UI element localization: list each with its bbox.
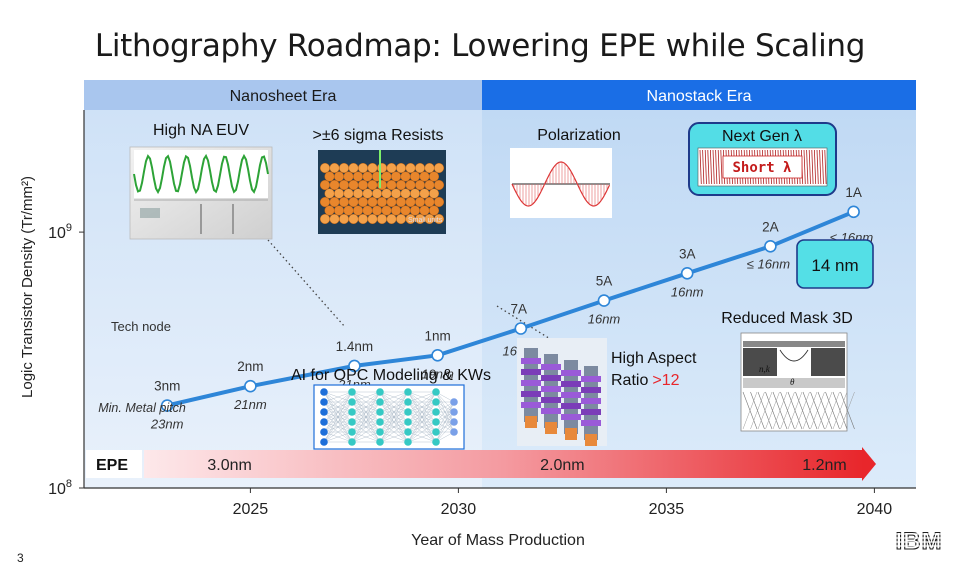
data-point xyxy=(244,379,257,393)
callout-ratio: Ratio >12 xyxy=(611,372,680,389)
data-point xyxy=(348,359,361,373)
epe-value: 2.0nm xyxy=(540,457,584,474)
leader-line-euv xyxy=(267,239,346,328)
mask-nk-label: n,k xyxy=(759,364,771,374)
callout-sigma-resists: >±6 sigma Resists xyxy=(312,127,443,144)
stacked-device-image xyxy=(517,338,607,446)
callout-polarization: Polarization xyxy=(537,127,621,144)
epe-values: 3.0nm 2.0nm 1.2nm xyxy=(207,457,846,474)
callout-high-aspect: High Aspect xyxy=(611,350,697,367)
neural-network-image xyxy=(313,384,465,450)
epe-value: 1.2nm xyxy=(802,457,846,474)
data-point xyxy=(160,399,174,412)
data-point xyxy=(764,240,777,253)
page-number: 3 xyxy=(17,551,24,565)
data-point xyxy=(847,205,860,219)
node-label: 1.4nm xyxy=(336,339,374,354)
leader-line-aspect xyxy=(496,305,569,351)
x-tick-label-2025: 2025 xyxy=(233,501,269,518)
y-tick-group: 108 109 xyxy=(48,222,84,498)
epe-value: 3.0nm xyxy=(207,457,251,474)
node-label: 5A xyxy=(596,274,613,289)
data-point xyxy=(597,294,611,307)
badge-14nm-text: 14 nm xyxy=(811,256,858,275)
epe-arrow-head xyxy=(862,447,876,481)
badge-14nm xyxy=(796,239,874,289)
pitch-label: ≤ 16nm xyxy=(747,256,790,271)
node-label: 3nm xyxy=(154,379,180,394)
era-banner-nanostack xyxy=(482,80,916,110)
mask-3d-image: n,k θ xyxy=(740,332,855,432)
next-gen-lambda-box: Next Gen λ Short λ xyxy=(688,122,837,196)
ibm-logo: IBM xyxy=(886,528,952,554)
node-label: 3A xyxy=(679,246,696,261)
density-series: 3nm23nm2nm21nm1.4nm21nm1nm19nm7A16nm5A16… xyxy=(150,185,873,432)
ratio-value: >12 xyxy=(652,372,679,389)
node-label: 1A xyxy=(845,185,862,200)
node-label: 2nm xyxy=(237,359,263,374)
y-axis-label: Logic Transistor Density (Tr/mm²) xyxy=(19,176,36,398)
pitch-label: 16nm xyxy=(671,284,704,299)
x-tick-label-2030: 2030 xyxy=(441,501,477,518)
slide-title: Lithography Roadmap: Lowering EPE while … xyxy=(94,28,866,64)
node-label: 1nm xyxy=(424,328,450,343)
node-label: 2A xyxy=(762,219,779,234)
x-tick-label-2035: 2035 xyxy=(649,501,685,518)
callout-high-na-euv: High NA EUV xyxy=(153,122,249,139)
callout-reduced-mask-3d: Reduced Mask 3D xyxy=(721,310,853,327)
callout-next-gen-lambda: Next Gen λ xyxy=(722,128,802,145)
x-axis-label: Year of Mass Production xyxy=(411,532,585,549)
svg-text:IBM: IBM xyxy=(896,528,943,554)
data-point xyxy=(431,349,444,362)
short-lambda-label: Short λ xyxy=(732,160,791,176)
resist-molecules-image: Small units xyxy=(318,150,446,234)
data-point xyxy=(514,322,528,335)
y-tick-label-8: 108 xyxy=(48,478,72,498)
epe-label-bg xyxy=(86,450,142,478)
epe-bar xyxy=(144,450,864,478)
ratio-word: Ratio xyxy=(611,372,648,389)
pitch-label: 19nm xyxy=(421,366,454,381)
pitch-label: 23nm xyxy=(150,417,184,432)
euv-tool-image xyxy=(129,146,273,240)
tech-node-caption: Tech node xyxy=(111,319,171,334)
resist-image-caption: Small units xyxy=(408,217,443,224)
mask-theta-label: θ xyxy=(790,377,795,387)
era-label-nanostack: Nanostack Era xyxy=(647,88,752,105)
polarization-wave-image xyxy=(510,148,612,218)
data-point xyxy=(680,267,694,280)
node-label: 7A xyxy=(511,302,528,317)
callout-ai-opc: AI for OPC Modeling & KWs xyxy=(291,367,491,384)
pitch-label: 16nm xyxy=(588,312,621,327)
metal-pitch-caption: Min. Metal pitch xyxy=(98,401,186,415)
y-tick-label-9: 109 xyxy=(48,222,72,242)
x-tick-group: 2025 2030 2035 2040 xyxy=(233,488,893,518)
x-tick-label-2040: 2040 xyxy=(857,501,893,518)
pitch-label: 21nm xyxy=(233,397,267,412)
era-banner-nanosheet xyxy=(84,80,482,110)
era-label-nanosheet: Nanosheet Era xyxy=(230,88,337,105)
epe-label: EPE xyxy=(96,457,128,474)
